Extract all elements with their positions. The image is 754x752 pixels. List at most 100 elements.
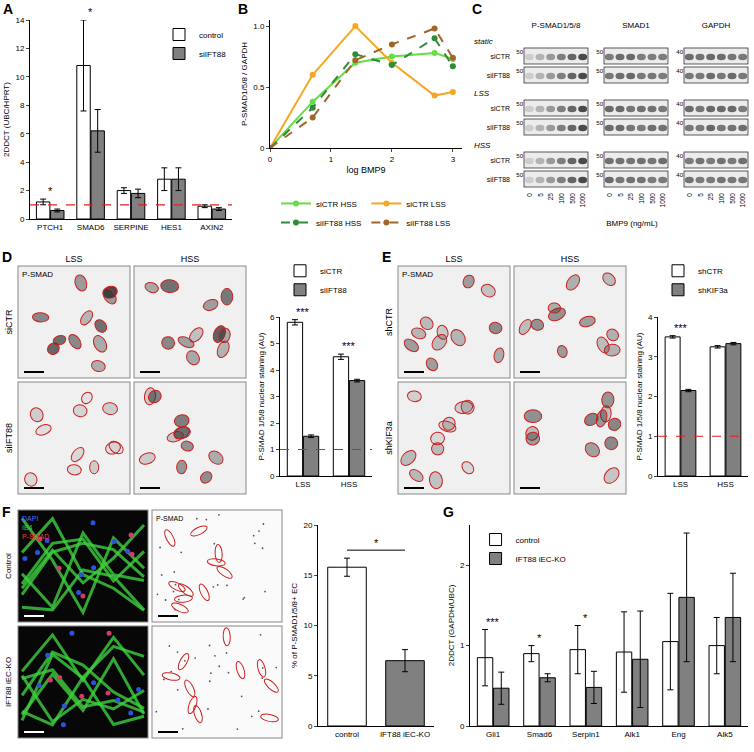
svg-text:15: 15 [303, 571, 312, 580]
svg-text:P-SMAD1/5/8 / GAPDH: P-SMAD1/5/8 / GAPDH [240, 42, 249, 126]
svg-text:2: 2 [390, 155, 395, 164]
svg-text:0: 0 [270, 472, 275, 481]
svg-text:IFT88 iEC-KO: IFT88 iEC-KO [380, 730, 430, 739]
svg-text:AXIN2: AXIN2 [200, 223, 224, 232]
svg-text:1: 1 [329, 155, 334, 164]
svg-text:siIFT88 HSS: siIFT88 HSS [316, 219, 361, 228]
svg-text:3: 3 [270, 392, 275, 401]
svg-text:D: D [2, 249, 12, 265]
svg-text:control: control [335, 730, 359, 739]
svg-text:B: B [238, 1, 248, 17]
svg-text:40: 40 [676, 172, 683, 178]
svg-text:Control: Control [4, 553, 13, 579]
svg-text:Serpin1: Serpin1 [572, 730, 600, 739]
svg-text:C: C [472, 1, 482, 17]
svg-text:Smad6: Smad6 [527, 730, 553, 739]
svg-text:50: 50 [596, 49, 603, 55]
svg-text:10: 10 [15, 73, 24, 82]
svg-text:40: 40 [676, 49, 683, 55]
svg-text:SERPINE: SERPINE [113, 223, 148, 232]
svg-text:6: 6 [20, 130, 25, 139]
svg-text:LSS: LSS [445, 254, 462, 264]
svg-text:2DDCT (UBC/HPRT): 2DDCT (UBC/HPRT) [2, 82, 11, 157]
svg-text:HSS: HSS [717, 480, 733, 489]
svg-text:HSS: HSS [561, 254, 580, 264]
svg-text:*: * [374, 537, 379, 549]
svg-text:5: 5 [697, 193, 704, 197]
svg-text:LSS: LSS [673, 480, 688, 489]
svg-text:HSS: HSS [181, 254, 200, 264]
svg-text:Alk5: Alk5 [717, 730, 733, 739]
svg-text:0: 0 [526, 193, 533, 197]
svg-text:shKIF3a: shKIF3a [384, 421, 394, 455]
svg-text:shKIF3a: shKIF3a [698, 286, 728, 295]
svg-text:siCTR: siCTR [491, 105, 510, 112]
svg-text:*: * [48, 185, 53, 197]
svg-text:0: 0 [20, 215, 25, 224]
svg-text:siIFT88: siIFT88 [199, 50, 226, 59]
svg-text:***: *** [342, 340, 356, 352]
svg-text:50: 50 [596, 68, 603, 74]
svg-text:50: 50 [516, 68, 523, 74]
svg-text:0: 0 [308, 722, 313, 731]
svg-text:1000: 1000 [739, 193, 746, 208]
svg-text:25: 25 [547, 193, 554, 201]
svg-text:4: 4 [270, 366, 275, 375]
svg-text:siIFT88: siIFT88 [4, 423, 14, 453]
svg-text:control: control [199, 31, 223, 40]
svg-text:0: 0 [260, 144, 265, 153]
svg-text:P-SMAD: P-SMAD [156, 515, 183, 522]
svg-text:LSS: LSS [65, 254, 82, 264]
svg-text:6: 6 [270, 313, 275, 322]
svg-text:siIFT88: siIFT88 [487, 72, 510, 79]
svg-text:HSS: HSS [474, 141, 491, 150]
svg-text:static: static [474, 37, 493, 46]
svg-text:GAPDH: GAPDH [702, 21, 731, 30]
svg-text:siIFT88: siIFT88 [487, 176, 510, 183]
svg-text:5: 5 [617, 193, 624, 197]
svg-text:50: 50 [596, 153, 603, 159]
svg-text:40: 40 [676, 101, 683, 107]
svg-text:siIFT88 LSS: siIFT88 LSS [406, 219, 450, 228]
svg-text:IFT88 iEC-KO: IFT88 iEC-KO [516, 555, 566, 564]
svg-text:2: 2 [648, 392, 653, 401]
svg-text:log BMP9: log BMP9 [346, 165, 385, 175]
svg-text:*: * [88, 6, 93, 18]
svg-text:1.0: 1.0 [253, 22, 265, 31]
svg-text:1: 1 [648, 432, 653, 441]
svg-text:50: 50 [516, 49, 523, 55]
svg-text:PTCH1: PTCH1 [37, 223, 64, 232]
svg-text:50: 50 [516, 101, 523, 107]
svg-text:siCTR: siCTR [491, 157, 510, 164]
svg-text:40: 40 [676, 153, 683, 159]
svg-text:12: 12 [15, 44, 24, 53]
svg-text:40: 40 [676, 68, 683, 74]
svg-text:E: E [382, 249, 391, 265]
svg-text:% of P-SMAD1/5/8+ EC: % of P-SMAD1/5/8+ EC [290, 583, 299, 668]
svg-text:50: 50 [596, 172, 603, 178]
svg-text:20: 20 [303, 521, 312, 530]
svg-text:Eng: Eng [671, 730, 685, 739]
svg-text:3: 3 [648, 353, 653, 362]
svg-text:siCTR HSS: siCTR HSS [316, 200, 357, 209]
svg-text:500: 500 [649, 193, 656, 204]
svg-text:***: *** [674, 322, 688, 334]
svg-text:2: 2 [460, 561, 465, 570]
svg-text:SMAD1: SMAD1 [622, 21, 650, 30]
svg-text:1: 1 [460, 641, 465, 650]
svg-text:HES1: HES1 [161, 223, 182, 232]
svg-text:SMAD6: SMAD6 [77, 223, 105, 232]
svg-text:siCTR: siCTR [4, 309, 14, 334]
svg-text:25: 25 [707, 193, 714, 201]
svg-text:2DDCT (GAPDH/UBC): 2DDCT (GAPDH/UBC) [447, 584, 456, 666]
svg-text:LSS: LSS [295, 480, 310, 489]
svg-text:50: 50 [516, 172, 523, 178]
svg-text:shCTR: shCTR [384, 308, 394, 337]
svg-text:P-SMAD 1/5/8 nuclear staining: P-SMAD 1/5/8 nuclear staining (AU) [635, 332, 644, 460]
svg-text:siCTR: siCTR [320, 267, 342, 276]
svg-text:P-SMAD: P-SMAD [22, 270, 53, 279]
svg-text:A: A [3, 1, 13, 17]
svg-text:4: 4 [20, 158, 25, 167]
svg-text:HSS: HSS [341, 480, 357, 489]
svg-text:BMP9 (ng/mL): BMP9 (ng/mL) [606, 219, 658, 228]
